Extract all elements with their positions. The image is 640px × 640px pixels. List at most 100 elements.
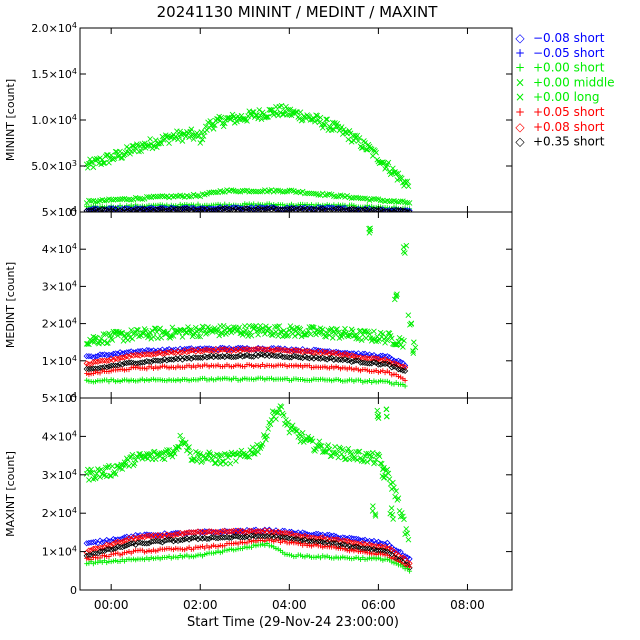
data-point — [259, 529, 266, 536]
maxint-data — [83, 403, 413, 574]
data-point — [386, 208, 393, 212]
data-point — [384, 378, 390, 384]
data-point — [101, 553, 107, 559]
data-point — [102, 331, 109, 337]
data-point — [242, 375, 248, 381]
data-point — [292, 333, 298, 339]
data-point — [228, 534, 235, 541]
data-point — [112, 471, 119, 477]
data-point — [162, 363, 168, 369]
data-point — [345, 136, 352, 143]
series--0-00-middle — [83, 187, 413, 206]
data-point — [99, 378, 105, 384]
data-point — [349, 328, 356, 335]
data-point — [203, 354, 210, 361]
data-point — [384, 337, 391, 344]
data-point — [348, 195, 355, 202]
data-point — [271, 363, 277, 369]
data-point — [335, 365, 341, 371]
data-point — [154, 357, 162, 364]
data-point — [244, 118, 250, 124]
data-point — [176, 444, 182, 450]
data-point — [194, 354, 202, 361]
data-point — [174, 356, 182, 363]
data-point — [359, 359, 366, 366]
data-point — [187, 450, 194, 456]
data-point — [363, 335, 369, 342]
y-tick-label: 5×104 — [42, 205, 77, 220]
data-point — [241, 352, 248, 360]
data-point — [393, 341, 400, 348]
data-point — [175, 443, 181, 450]
data-point — [360, 379, 366, 385]
data-point — [117, 148, 123, 155]
data-point — [181, 205, 188, 212]
data-point — [401, 516, 407, 523]
data-point — [125, 359, 133, 366]
data-point — [293, 427, 299, 434]
data-point — [135, 378, 141, 384]
data-point — [101, 160, 108, 166]
data-point — [231, 541, 237, 547]
y-tick-label: 2×104 — [42, 316, 77, 331]
data-point — [317, 534, 324, 541]
data-point — [371, 368, 377, 374]
data-point — [355, 207, 362, 212]
data-point — [131, 460, 138, 467]
data-point — [265, 114, 271, 120]
data-point — [250, 188, 257, 195]
data-point — [145, 351, 153, 358]
data-point — [144, 548, 150, 554]
data-point — [186, 134, 192, 141]
data-point — [377, 460, 384, 467]
data-point — [177, 432, 184, 439]
data-point — [251, 364, 257, 370]
data-point — [228, 187, 235, 193]
data-point — [380, 551, 386, 557]
data-point — [197, 333, 204, 340]
data-point — [119, 366, 125, 372]
data-point — [179, 356, 186, 363]
x-tick-label: 04:00 — [272, 598, 307, 612]
data-point — [182, 439, 189, 446]
data-point — [344, 207, 351, 212]
data-point — [279, 530, 286, 537]
data-point — [168, 546, 174, 552]
data-point — [231, 363, 237, 369]
data-point — [190, 534, 197, 541]
data-point — [368, 206, 375, 212]
data-point — [144, 377, 150, 383]
data-point — [125, 207, 133, 212]
data-point — [395, 495, 402, 501]
data-point — [119, 377, 125, 383]
data-point — [143, 451, 150, 457]
data-point — [163, 536, 170, 544]
data-point — [316, 438, 323, 445]
data-point — [342, 546, 348, 552]
data-point — [412, 344, 419, 351]
data-point — [257, 188, 264, 195]
data-point — [345, 445, 352, 452]
data-point — [93, 369, 99, 375]
data-point — [293, 189, 299, 195]
data-point — [166, 349, 173, 356]
data-point — [130, 352, 137, 359]
data-point — [268, 347, 275, 355]
data-point — [96, 206, 104, 212]
data-point — [240, 376, 246, 382]
data-point — [226, 547, 232, 553]
data-point — [100, 331, 107, 337]
data-point — [207, 118, 214, 124]
data-point — [130, 548, 136, 554]
data-point — [293, 376, 299, 382]
data-point — [391, 484, 397, 491]
data-point — [326, 377, 332, 383]
data-point — [86, 197, 92, 204]
data-point — [286, 354, 293, 361]
data-point — [121, 354, 128, 361]
data-point — [377, 540, 384, 547]
data-point — [246, 347, 253, 354]
data-point — [340, 554, 346, 560]
data-point — [173, 545, 179, 551]
